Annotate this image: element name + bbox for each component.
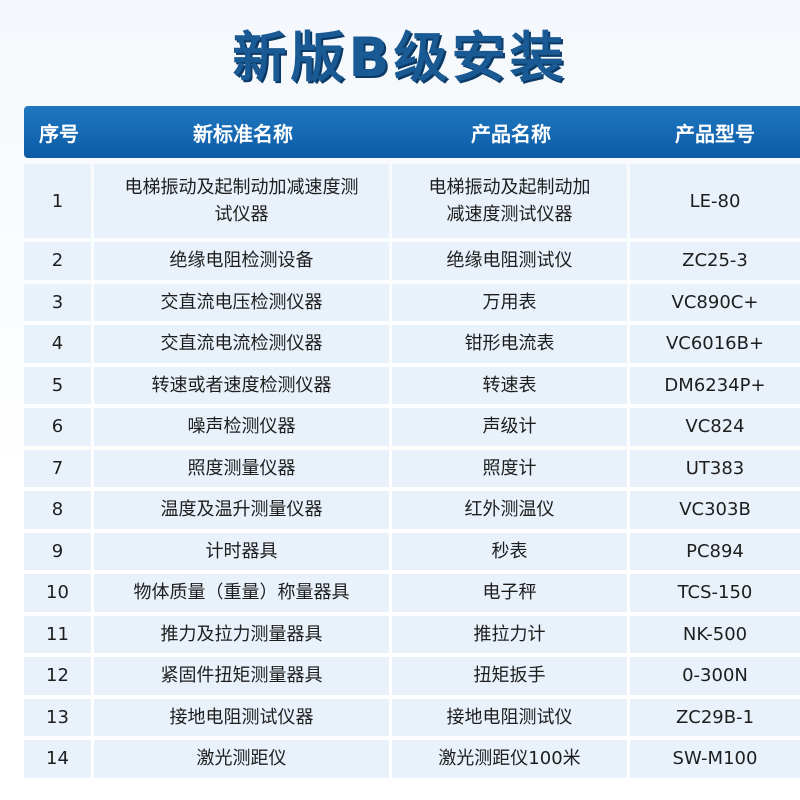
cell-standard: 紧固件扭矩测量器具 bbox=[94, 657, 389, 695]
cell-standard: 计时器具 bbox=[94, 532, 389, 570]
cell-standard: 推力及拉力测量器具 bbox=[94, 615, 389, 653]
cell-no: 1 bbox=[24, 164, 91, 238]
cell-model: VC890C+ bbox=[630, 283, 800, 321]
table-row: 8 温度及温升测量仪器 红外测温仪 VC303B bbox=[24, 491, 800, 529]
cell-standard: 绝缘电阻检测设备 bbox=[94, 242, 389, 280]
cell-no: 14 bbox=[24, 740, 91, 778]
cell-model: 0-300N bbox=[630, 657, 800, 695]
cell-no: 2 bbox=[24, 242, 91, 280]
cell-model: DM6234P+ bbox=[630, 366, 800, 404]
cell-standard: 交直流电压检测仪器 bbox=[94, 283, 389, 321]
table-row: 6 噪声检测仪器 声级计 VC824 bbox=[24, 408, 800, 446]
table-row: 5 转速或者速度检测仪器 转速表 DM6234P+ bbox=[24, 366, 800, 404]
cell-product: 声级计 bbox=[392, 408, 627, 446]
cell-product: 激光测距仪100米 bbox=[392, 740, 627, 778]
table-row: 9 计时器具 秒表 PC894 bbox=[24, 532, 800, 570]
cell-no: 8 bbox=[24, 491, 91, 529]
cell-model: VC303B bbox=[630, 491, 800, 529]
table-row: 11 推力及拉力测量器具 推拉力计 NK-500 bbox=[24, 615, 800, 653]
column-header-standard: 新标准名称 bbox=[193, 121, 293, 146]
cell-model: VC6016B+ bbox=[630, 325, 800, 363]
cell-product: 电梯振动及起制动加减速度测试仪器 bbox=[392, 164, 627, 238]
column-header-model: 产品型号 bbox=[675, 121, 755, 146]
page-title: 新版B级安装 bbox=[232, 26, 568, 89]
cell-model: TCS-150 bbox=[630, 574, 800, 612]
cell-standard: 接地电阻测试仪器 bbox=[94, 698, 389, 736]
cell-no: 12 bbox=[24, 657, 91, 695]
cell-standard: 温度及温升测量仪器 bbox=[94, 491, 389, 529]
cell-product: 转速表 bbox=[392, 366, 627, 404]
instrument-table: 序号 新标准名称 产品名称 产品型号 1 电梯振动及起制动加减速度测试仪器 电梯振动… bbox=[24, 106, 800, 778]
cell-model: ZC29B-1 bbox=[630, 698, 800, 736]
cell-product: 万用表 bbox=[392, 283, 627, 321]
cell-model: PC894 bbox=[630, 532, 800, 570]
cell-no: 4 bbox=[24, 325, 91, 363]
cell-model: SW-M100 bbox=[630, 740, 800, 778]
cell-product: 钳形电流表 bbox=[392, 325, 627, 363]
cell-no: 9 bbox=[24, 532, 91, 570]
column-header-product: 产品名称 bbox=[471, 121, 551, 146]
cell-standard: 物体质量（重量）称量器具 bbox=[94, 574, 389, 612]
cell-standard: 激光测距仪 bbox=[94, 740, 389, 778]
table-row: 10 物体质量（重量）称量器具 电子秤 TCS-150 bbox=[24, 574, 800, 612]
table-body: 1 电梯振动及起制动加减速度测试仪器 电梯振动及起制动加减速度测试仪器 LE-80 2 绝… bbox=[24, 164, 800, 778]
cell-no: 6 bbox=[24, 408, 91, 446]
table-row: 12 紧固件扭矩测量器具 扭矩扳手 0-300N bbox=[24, 657, 800, 695]
cell-model: NK-500 bbox=[630, 615, 800, 653]
column-header-no: 序号 bbox=[39, 121, 79, 146]
cell-no: 11 bbox=[24, 615, 91, 653]
cell-product: 红外测温仪 bbox=[392, 491, 627, 529]
cell-no: 10 bbox=[24, 574, 91, 612]
cell-product: 秒表 bbox=[392, 532, 627, 570]
cell-model: LE-80 bbox=[630, 164, 800, 238]
cell-standard: 交直流电流检测仪器 bbox=[94, 325, 389, 363]
cell-standard: 电梯振动及起制动加减速度测试仪器 bbox=[94, 164, 389, 238]
cell-no: 7 bbox=[24, 449, 91, 487]
cell-model: VC824 bbox=[630, 408, 800, 446]
cell-product: 照度计 bbox=[392, 449, 627, 487]
cell-product: 扭矩扳手 bbox=[392, 657, 627, 695]
table-row: 14 激光测距仪 激光测距仪100米 SW-M100 bbox=[24, 740, 800, 778]
table-row: 1 电梯振动及起制动加减速度测试仪器 电梯振动及起制动加减速度测试仪器 LE-80 bbox=[24, 164, 800, 238]
cell-standard: 噪声检测仪器 bbox=[94, 408, 389, 446]
table-row: 13 接地电阻测试仪器 接地电阻测试仪 ZC29B-1 bbox=[24, 698, 800, 736]
cell-standard: 照度测量仪器 bbox=[94, 449, 389, 487]
cell-no: 3 bbox=[24, 283, 91, 321]
cell-product: 推拉力计 bbox=[392, 615, 627, 653]
cell-product: 接地电阻测试仪 bbox=[392, 698, 627, 736]
table-row: 3 交直流电压检测仪器 万用表 VC890C+ bbox=[24, 283, 800, 321]
cell-no: 13 bbox=[24, 698, 91, 736]
table-row: 7 照度测量仪器 照度计 UT383 bbox=[24, 449, 800, 487]
cell-product: 绝缘电阻测试仪 bbox=[392, 242, 627, 280]
cell-standard: 转速或者速度检测仪器 bbox=[94, 366, 389, 404]
cell-model: UT383 bbox=[630, 449, 800, 487]
cell-product: 电子秤 bbox=[392, 574, 627, 612]
cell-model: ZC25-3 bbox=[630, 242, 800, 280]
cell-no: 5 bbox=[24, 366, 91, 404]
table-header: 序号 新标准名称 产品名称 产品型号 bbox=[24, 106, 800, 158]
table-row: 4 交直流电流检测仪器 钳形电流表 VC6016B+ bbox=[24, 325, 800, 363]
table-row: 2 绝缘电阻检测设备 绝缘电阻测试仪 ZC25-3 bbox=[24, 242, 800, 280]
